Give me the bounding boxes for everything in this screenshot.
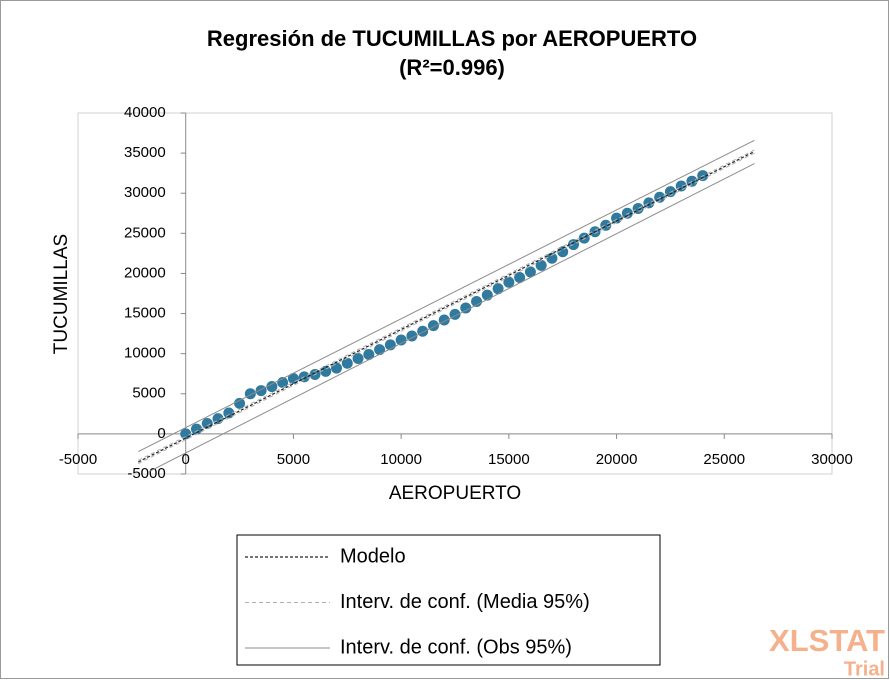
y-tick-label: 40000 xyxy=(124,104,166,121)
plot-area xyxy=(77,112,833,475)
data-point xyxy=(578,232,590,244)
watermark-sub: Trial xyxy=(844,658,885,680)
data-point xyxy=(427,320,439,332)
regression-line xyxy=(148,163,755,473)
x-tick-label: 0 xyxy=(182,451,190,468)
data-point xyxy=(621,207,633,219)
legend-label: Modelo xyxy=(340,545,406,567)
watermark: XLSTAT xyxy=(769,623,885,658)
y-tick-label: 35000 xyxy=(124,144,166,161)
data-point xyxy=(417,325,429,337)
legend-label: Interv. de conf. (Media 95%) xyxy=(340,591,590,613)
data-point xyxy=(611,212,623,224)
y-tick-label: 30000 xyxy=(124,184,166,201)
y-tick-label: 15000 xyxy=(124,305,166,322)
data-point xyxy=(395,334,407,346)
data-point xyxy=(503,276,515,288)
y-tick-label: 5000 xyxy=(132,385,165,402)
chart-subtitle: (R²=0.996) xyxy=(399,55,505,80)
data-point xyxy=(352,352,364,364)
data-point xyxy=(471,296,483,308)
y-tick-label: -5000 xyxy=(127,465,165,482)
data-point xyxy=(341,357,353,369)
x-tick-label: 20000 xyxy=(596,451,638,468)
data-point xyxy=(374,344,386,356)
data-point xyxy=(460,302,472,314)
data-point xyxy=(266,381,278,393)
data-point xyxy=(535,259,547,271)
data-point xyxy=(514,271,526,283)
data-point xyxy=(255,385,267,397)
y-tick-label: 25000 xyxy=(124,224,166,241)
regression-line xyxy=(138,149,755,461)
data-point xyxy=(492,283,504,295)
y-tick-label: 20000 xyxy=(124,264,166,281)
y-axis-label: TUCUMILLAS xyxy=(51,234,72,354)
x-axis-label: AEROPUERTO xyxy=(389,483,521,504)
data-point xyxy=(643,197,655,209)
x-tick-label: 25000 xyxy=(703,451,745,468)
data-point xyxy=(244,388,256,400)
y-tick-label: 10000 xyxy=(124,345,166,362)
data-point xyxy=(524,266,536,278)
regression-line xyxy=(138,139,755,452)
x-tick-label: 30000 xyxy=(811,451,853,468)
x-tick-label: 5000 xyxy=(277,451,310,468)
y-tick-label: 0 xyxy=(157,425,165,442)
regression-line xyxy=(138,152,755,465)
data-point xyxy=(363,348,375,360)
x-tick-label: 15000 xyxy=(488,451,530,468)
chart-title: Regresión de TUCUMILLAS por AEROPUERTO xyxy=(207,26,697,51)
x-tick-label: 10000 xyxy=(380,451,422,468)
legend-label: Interv. de conf. (Obs 95%) xyxy=(340,636,572,658)
data-point xyxy=(600,219,612,231)
data-point xyxy=(234,397,246,409)
x-tick-label: -5000 xyxy=(59,451,97,468)
data-point xyxy=(546,252,558,264)
